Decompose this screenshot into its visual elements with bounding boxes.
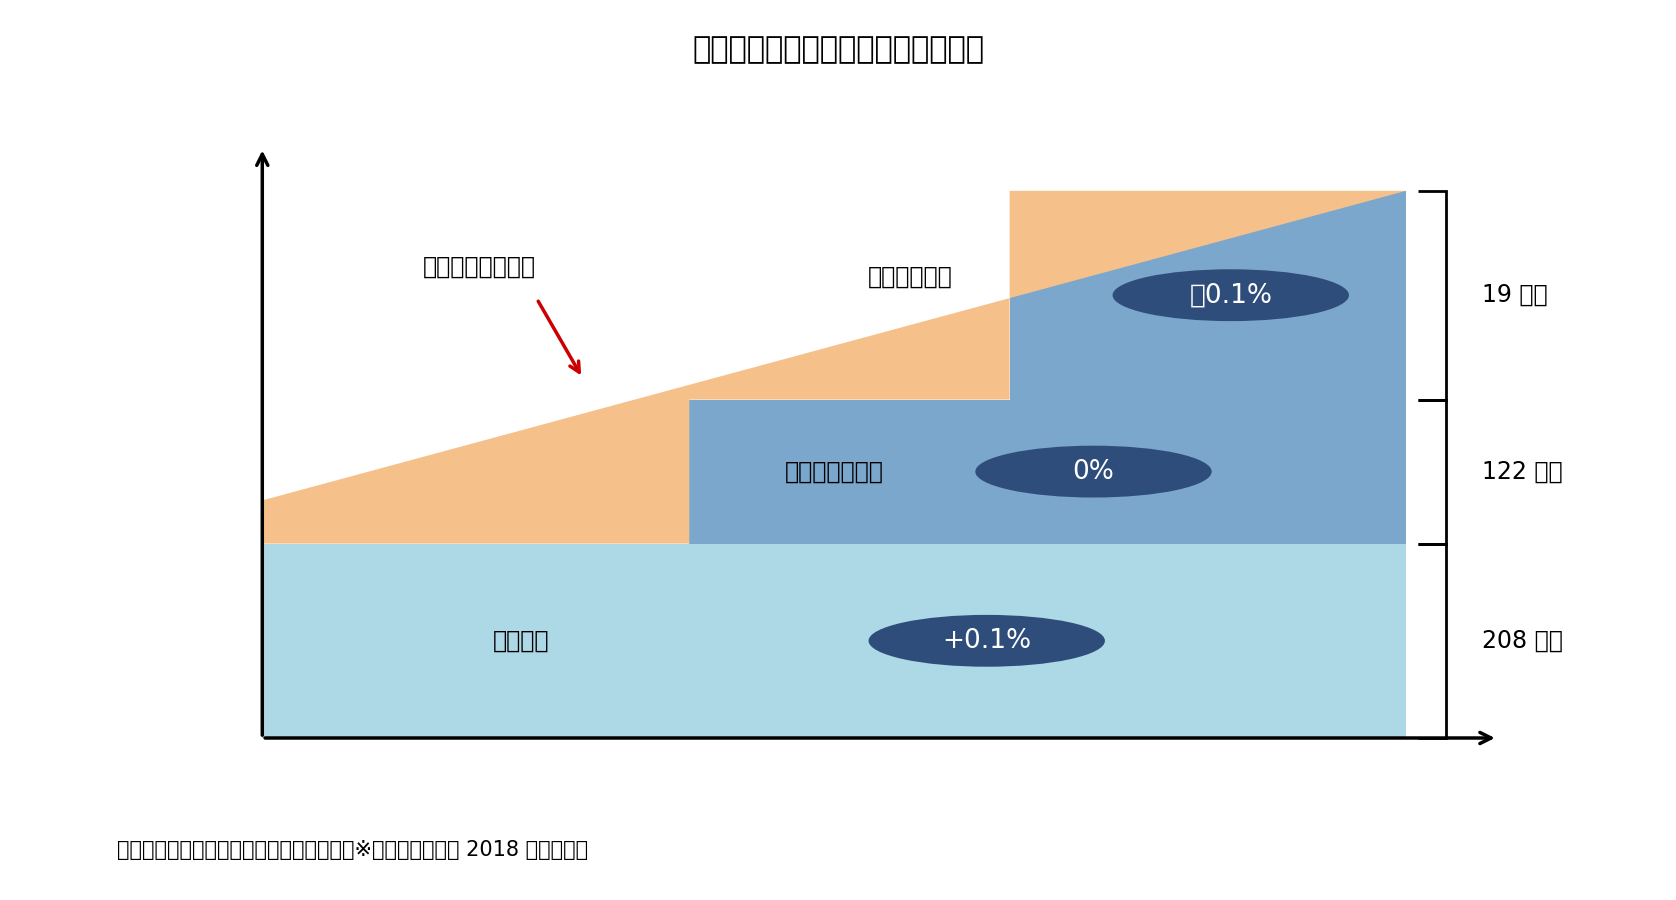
Text: 基礎残高: 基礎残高	[493, 629, 550, 652]
Polygon shape	[1009, 191, 1406, 400]
Text: 19 兆円: 19 兆円	[1483, 284, 1549, 307]
Text: 0%: 0%	[1073, 459, 1115, 484]
Text: マクロ加算残高: マクロ加算残高	[784, 460, 883, 483]
Text: 208 兆円: 208 兆円	[1483, 629, 1564, 652]
Ellipse shape	[1113, 269, 1349, 321]
Polygon shape	[261, 191, 1406, 544]
Text: －0.1%: －0.1%	[1190, 283, 1272, 308]
Text: 政策金利残高: 政策金利残高	[868, 266, 954, 289]
Polygon shape	[689, 400, 1406, 544]
Polygon shape	[261, 544, 1406, 738]
Ellipse shape	[868, 615, 1104, 667]
Text: 日銀当座預金残高: 日銀当座預金残高	[422, 255, 535, 278]
Text: +0.1%: +0.1%	[942, 628, 1031, 653]
Text: 122 兆円: 122 兆円	[1483, 460, 1564, 483]
Ellipse shape	[975, 446, 1212, 498]
Text: 図表６：マイナス金利政策の仕組み: 図表６：マイナス金利政策の仕組み	[692, 35, 984, 64]
Text: （日本銀行の資料より、著者にて作成）　※各階層の残高は 2018 年１月時点: （日本銀行の資料より、著者にて作成） ※各階層の残高は 2018 年１月時点	[117, 841, 588, 860]
